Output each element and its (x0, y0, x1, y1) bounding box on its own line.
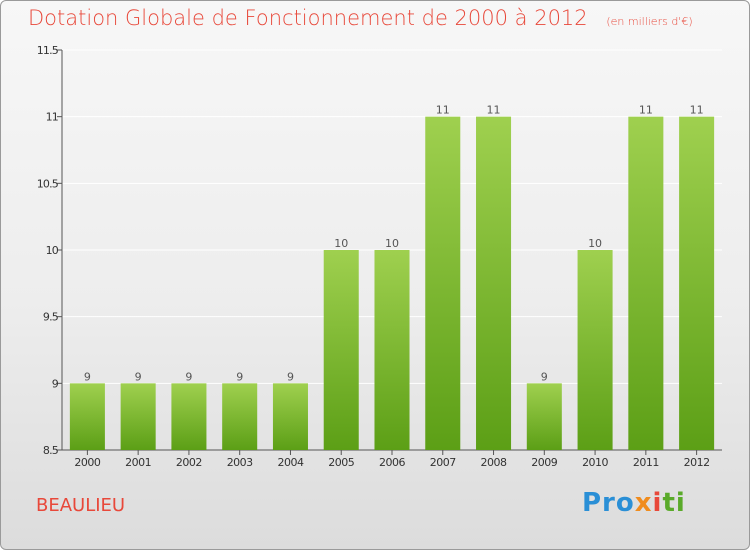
data-label: 9 (236, 370, 243, 383)
chart-title-text: Dotation Globale de Fonctionnement de 20… (28, 6, 588, 30)
logo-part: Pro (582, 488, 635, 518)
data-label: 10 (334, 237, 348, 250)
bar[interactable] (120, 383, 156, 450)
commune-name: BEAULIEU (36, 495, 126, 516)
x-tick-label: 2010 (582, 456, 608, 469)
x-tick-label: 2001 (125, 456, 151, 469)
x-tick-label: 2004 (277, 456, 303, 469)
bar[interactable] (577, 250, 613, 450)
bar[interactable] (374, 250, 410, 450)
chart-title: Dotation Globale de Fonctionnement de 20… (28, 6, 693, 30)
y-tick-label: 9 (52, 377, 59, 390)
x-tick-label: 2006 (379, 456, 405, 469)
data-label: 9 (541, 370, 548, 383)
logo-part: i (652, 488, 663, 518)
data-label: 9 (287, 370, 294, 383)
x-tick-label: 2007 (430, 456, 456, 469)
bar[interactable] (526, 383, 562, 450)
bars (69, 116, 715, 451)
x-tick-label: 2005 (328, 456, 354, 469)
bar[interactable] (628, 116, 664, 451)
bar[interactable] (272, 383, 308, 450)
x-tick-label: 2011 (633, 456, 659, 469)
data-label: 11 (436, 104, 450, 117)
bar[interactable] (425, 116, 461, 451)
logo-part: x (634, 488, 653, 518)
data-label: 11 (639, 104, 653, 117)
y-tick-label: 10.5 (37, 177, 59, 190)
y-tick-label: 11.5 (37, 44, 59, 57)
bar[interactable] (69, 383, 105, 450)
x-tick-label: 2009 (531, 456, 557, 469)
data-label: 11 (487, 104, 501, 117)
bar[interactable] (222, 383, 258, 450)
proxiti-logo[interactable]: Proxiti (582, 488, 686, 518)
data-label: 11 (690, 104, 704, 117)
y-tick-label: 8.5 (43, 444, 59, 457)
x-tick-label: 2000 (74, 456, 100, 469)
y-tick-label: 10 (46, 244, 59, 257)
x-tick-label: 2008 (481, 456, 507, 469)
bar[interactable] (323, 250, 359, 450)
y-tick-label: 9.5 (43, 311, 59, 324)
logo-part: ti (662, 488, 686, 518)
chart-subtitle: (en milliers d'€) (606, 15, 693, 28)
data-label: 9 (84, 370, 91, 383)
x-tick-label: 2012 (684, 456, 710, 469)
labels: 8.5 9 9.5 10 10.5 11 11.5 9 2000 9 2001 9 2002 9 2003 9… (37, 44, 710, 469)
bar[interactable] (679, 116, 715, 451)
bar[interactable] (171, 383, 207, 450)
data-label: 9 (185, 370, 192, 383)
data-label: 10 (588, 237, 602, 250)
x-tick-label: 2003 (227, 456, 253, 469)
data-label: 10 (385, 237, 399, 250)
x-tick-label: 2002 (176, 456, 202, 469)
y-tick-label: 11 (46, 111, 58, 124)
bar[interactable] (476, 116, 512, 451)
data-label: 9 (135, 370, 142, 383)
